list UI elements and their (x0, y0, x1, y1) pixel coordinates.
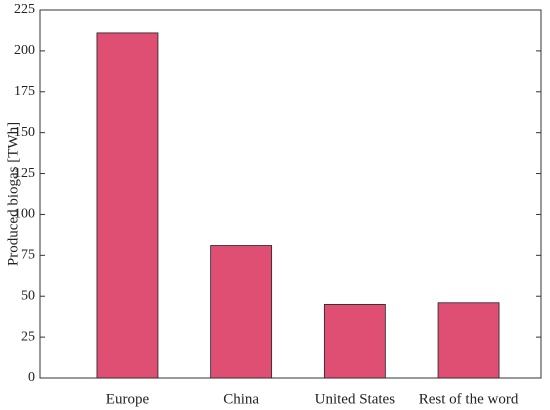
y-tick-label: 225 (14, 2, 35, 17)
y-tick-label: 150 (14, 125, 35, 140)
bar (96, 32, 159, 379)
y-tick-label: 125 (14, 166, 35, 181)
bar (437, 302, 500, 379)
y-tick-label: 100 (14, 207, 35, 222)
y-tick-label: 200 (14, 43, 35, 58)
y-axis-label: Produced biogas [TWh] (5, 122, 21, 266)
plot-frame (39, 9, 542, 379)
y-tick-label: 0 (28, 370, 35, 385)
y-tick-label: 175 (14, 84, 35, 99)
x-tick-label: United States (315, 391, 396, 407)
y-tick-label: 75 (21, 248, 35, 263)
y-tick-label: 25 (21, 329, 35, 344)
x-tick-label: China (223, 391, 259, 407)
x-tick-label: Europe (106, 391, 150, 407)
x-tick-label: Rest of the word (419, 391, 519, 407)
bar (210, 245, 273, 379)
bar (323, 303, 386, 379)
y-tick-label: 50 (21, 288, 35, 303)
